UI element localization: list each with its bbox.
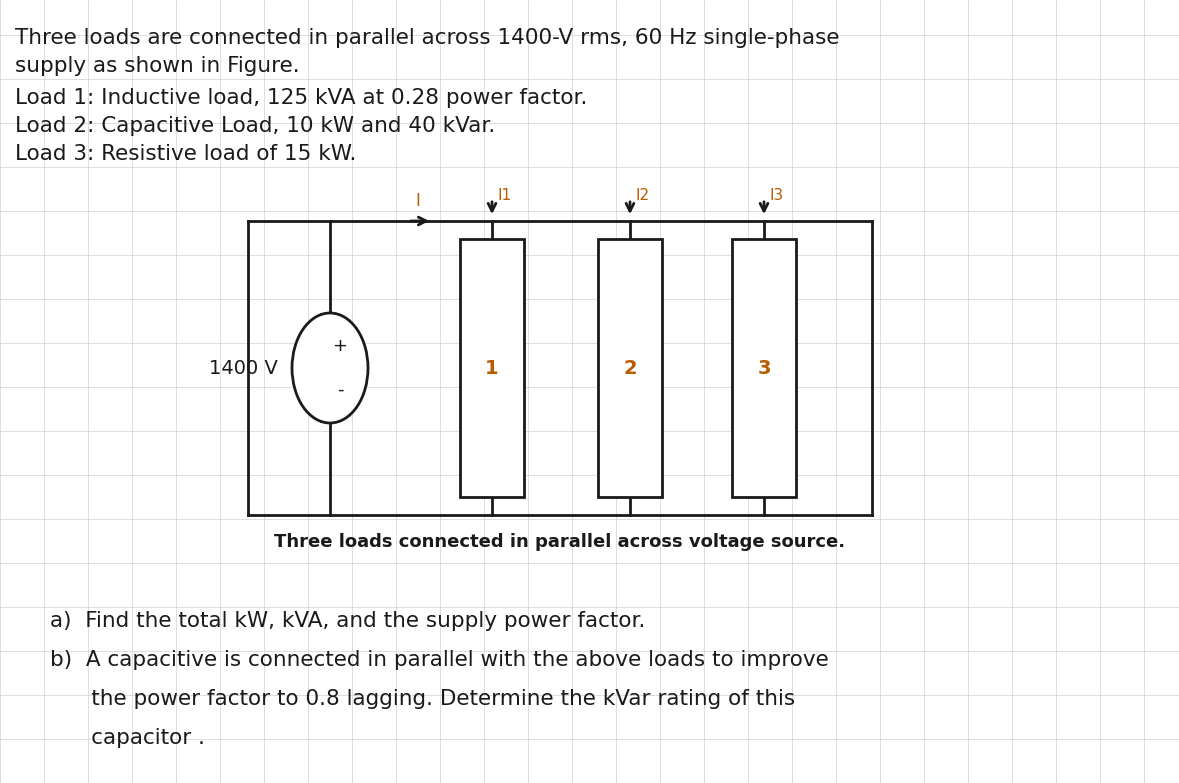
Text: I3: I3 <box>770 188 784 203</box>
Text: I1: I1 <box>498 188 512 203</box>
Bar <box>732 239 796 497</box>
Text: 2: 2 <box>624 359 637 377</box>
Text: a)  Find the total kW, kVA, and the supply power factor.: a) Find the total kW, kVA, and the suppl… <box>50 611 645 631</box>
Bar <box>460 239 523 497</box>
Text: I2: I2 <box>635 188 650 203</box>
Text: the power factor to 0.8 lagging. Determine the kVar rating of this: the power factor to 0.8 lagging. Determi… <box>50 689 795 709</box>
Text: b)  A capacitive is connected in parallel with the above loads to improve: b) A capacitive is connected in parallel… <box>50 650 829 670</box>
Text: capacitor .: capacitor . <box>50 728 205 748</box>
Text: 1: 1 <box>486 359 499 377</box>
Text: I: I <box>415 192 421 210</box>
Text: 3: 3 <box>757 359 771 377</box>
Text: +: + <box>332 337 348 355</box>
Text: Three loads are connected in parallel across 1400-V rms, 60 Hz single-phase: Three loads are connected in parallel ac… <box>15 28 839 48</box>
Text: Load 1: Inductive load, 125 kVA at 0.28 power factor.: Load 1: Inductive load, 125 kVA at 0.28 … <box>15 88 587 108</box>
Text: Three loads connected in parallel across voltage source.: Three loads connected in parallel across… <box>275 533 845 551</box>
Ellipse shape <box>292 313 368 423</box>
Text: -: - <box>337 381 343 399</box>
Text: 1400 V: 1400 V <box>209 359 278 377</box>
Bar <box>598 239 661 497</box>
Text: Load 3: Resistive load of 15 kW.: Load 3: Resistive load of 15 kW. <box>15 144 356 164</box>
Text: supply as shown in Figure.: supply as shown in Figure. <box>15 56 299 76</box>
Text: Load 2: Capacitive Load, 10 kW and 40 kVar.: Load 2: Capacitive Load, 10 kW and 40 kV… <box>15 116 495 136</box>
